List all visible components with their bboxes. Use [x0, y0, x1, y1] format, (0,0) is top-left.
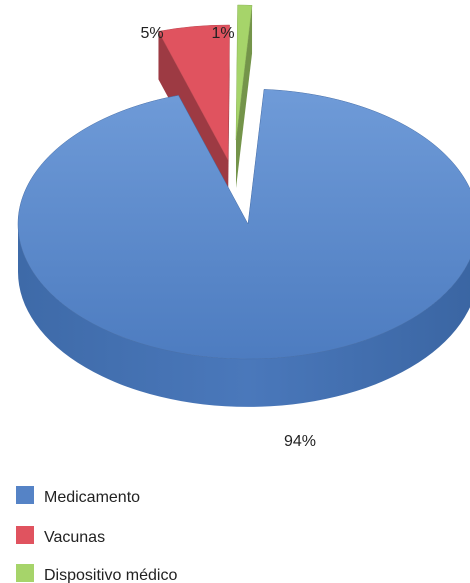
legend-swatch-medicamento: [16, 486, 34, 504]
pie-layer: [17, 4, 470, 407]
legend-swatch-dispositivo-medico: [16, 564, 34, 582]
legend-item-dispositivo-medico[interactable]: Dispositivo médico: [16, 564, 177, 583]
slice-top-medicamento: [17, 89, 470, 360]
slice-dispositivo-medico[interactable]: [235, 4, 253, 188]
slice-medicamento[interactable]: [17, 89, 470, 407]
legend-swatch-vacunas: [16, 526, 34, 544]
legend-label-vacunas: Vacunas: [44, 529, 105, 546]
legend-item-vacunas[interactable]: Vacunas: [16, 526, 105, 546]
slice-label-medicamento: 94%: [284, 433, 316, 450]
slice-top-vacunas: [158, 24, 230, 161]
legend-label-medicamento: Medicamento: [44, 489, 140, 506]
slice-top-dispositivo-medico: [235, 4, 253, 141]
legend-item-medicamento[interactable]: Medicamento: [16, 486, 140, 506]
slice-edge-dispositivo-medico-1: [236, 5, 253, 188]
slice-label-vacunas: 5%: [140, 25, 163, 42]
legend: Medicamento Vacunas Dispositivo médico: [16, 486, 177, 583]
slice-label-dispositivo-medico: 1%: [211, 25, 234, 42]
legend-label-dispositivo-medico: Dispositivo médico: [44, 567, 177, 583]
slice-side-medicamento: [18, 224, 470, 407]
